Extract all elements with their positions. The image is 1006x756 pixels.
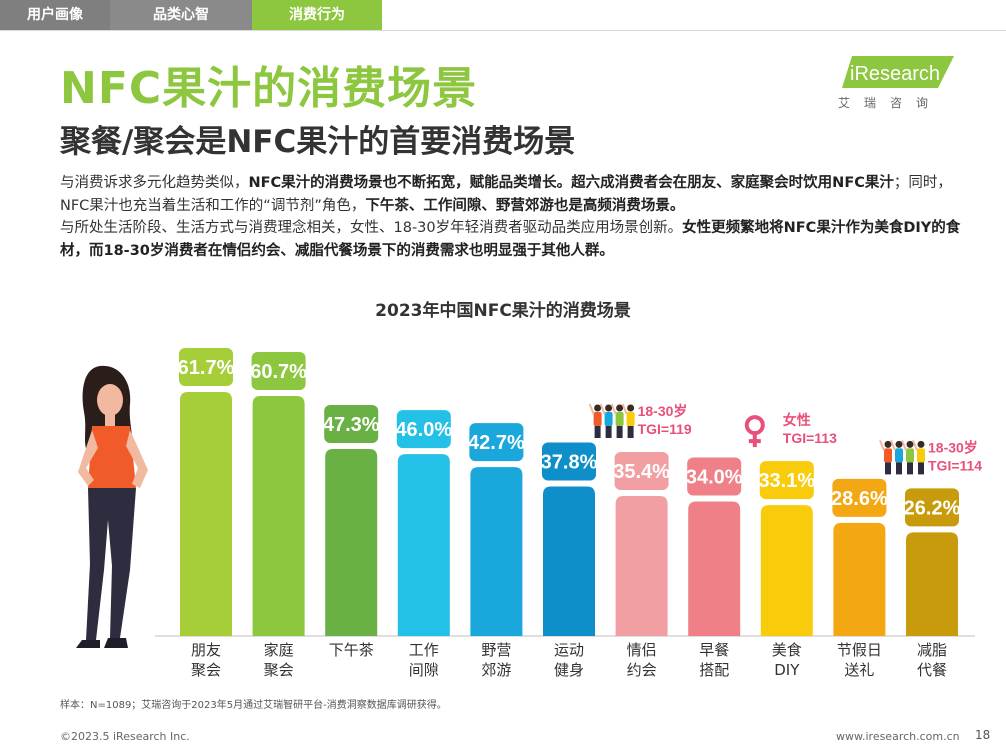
logo-subtext: 艾瑞咨询 [838, 96, 943, 110]
section-tabs: 用户画像 品类心智 消费行为 [0, 0, 382, 30]
copyright: ©2023.5 iResearch Inc. [60, 730, 190, 743]
bar [906, 532, 958, 636]
page-subtitle: 聚餐/聚会是NFC果汁的首要消费场景 [60, 124, 576, 160]
page-number: 18 [975, 728, 991, 742]
body-segment: 与消费诉求多元化趋势类似， [60, 175, 249, 191]
category-label: 情侣 [627, 641, 657, 659]
tab-user-profile[interactable]: 用户画像 [0, 0, 110, 30]
category-label: 家庭 [264, 641, 294, 659]
category-label: 郊游 [481, 661, 511, 679]
category-label: 朋友 [191, 641, 221, 659]
value-label: 47.3% [323, 414, 380, 436]
category-label: 间隙 [409, 661, 439, 679]
bar [543, 486, 595, 636]
group-icon [588, 403, 635, 439]
category-label: 美食 [772, 641, 802, 659]
category-label: 下午茶 [329, 641, 374, 659]
bar [252, 395, 305, 636]
annotation-text: TGI=119 [638, 421, 692, 437]
logo-brand-text: iResearch [850, 63, 940, 85]
category-label: 健身 [554, 661, 584, 679]
value-label-box [759, 461, 814, 500]
logo-mark-icon: iResearch [842, 56, 954, 88]
tab-divider [0, 30, 1006, 31]
bar [470, 467, 523, 636]
value-label-box [614, 452, 669, 491]
group-icon [879, 440, 925, 475]
annotation-text: TGI=114 [928, 457, 982, 473]
category-label: 减脂 [917, 641, 947, 659]
bar [325, 448, 378, 636]
value-label-box [542, 442, 596, 481]
annotation-text: 女性 [783, 412, 811, 428]
body-segment: 女性更频繁地将NFC果汁作为美食DIY的食材，而18-30岁消费者在情侣约会、减… [60, 220, 961, 259]
chart-title: 2023年中国NFC果汁的消费场景 [375, 301, 631, 321]
category-label: 早餐 [699, 641, 729, 659]
iresearch-logo: iResearch 艾瑞咨询 [832, 50, 962, 110]
page-title: NFC果汁的消费场景 [60, 63, 478, 114]
value-label: 33.1% [758, 470, 815, 492]
value-label: 37.8% [541, 452, 598, 474]
category-label: DIY [774, 661, 800, 679]
annotation-text: TGI=113 [783, 430, 837, 446]
bar [397, 454, 450, 636]
category-label: 聚会 [191, 661, 221, 679]
female-symbol-icon [744, 415, 765, 448]
website: www.iresearch.com.cn [836, 730, 960, 743]
category-label: 工作 [409, 641, 439, 659]
category-label: 运动 [554, 641, 584, 659]
category-label: 野营 [481, 641, 511, 659]
body-segment: NFC果汁的消费场景也不断拓宽，赋能品类增长。超六成消费者会在朋友、家庭聚会时饮… [248, 175, 894, 191]
value-label: 26.2% [904, 497, 961, 519]
tab-consumer-behavior[interactable]: 消费行为 [252, 0, 382, 30]
value-label: 61.7% [178, 357, 235, 379]
footnote: 样本：N=1089；艾瑞咨询于2023年5月通过艾瑞智研平台-消费洞察数据库调研… [60, 700, 447, 711]
bar [688, 501, 741, 636]
bar [833, 522, 886, 636]
body-segment: 下午茶、工作间隙、野营郊游也是高频消费场景。 [365, 197, 685, 214]
value-label-box [324, 404, 379, 443]
body-segment: ；同时，NFC果汁也充当着生活和工作的“调节剂”角色， [60, 175, 952, 214]
value-label-box [179, 348, 233, 386]
value-label-box [832, 478, 887, 517]
category-label: 代餐 [917, 661, 947, 679]
tab-category-mindset[interactable]: 品类心智 [110, 0, 252, 30]
bar [760, 505, 813, 636]
value-label: 28.6% [831, 488, 888, 510]
value-label: 60.7% [250, 361, 307, 383]
category-label: 送礼 [844, 661, 874, 679]
value-label: 42.7% [468, 432, 525, 454]
value-label: 46.0% [395, 419, 452, 441]
woman-illustration-icon [76, 365, 148, 648]
value-label-box [469, 423, 524, 462]
category-label: 聚会 [264, 661, 294, 679]
value-label-box [396, 410, 451, 449]
bar [615, 496, 668, 636]
category-label: 节假日 [837, 641, 882, 659]
value-label: 34.0% [686, 467, 743, 489]
annotation-text: 18-30岁 [638, 403, 688, 419]
category-label: 搭配 [699, 661, 729, 679]
category-label: 约会 [627, 661, 657, 679]
annotation-text: 18-30岁 [928, 439, 978, 455]
value-label-box [687, 457, 742, 496]
value-label: 35.4% [613, 461, 670, 483]
value-label-box [251, 351, 306, 390]
value-label-box [905, 488, 959, 527]
bar [180, 392, 232, 636]
body-paragraph: 与消费诉求多元化趋势类似，NFC果汁的消费场景也不断拓宽，赋能品类增长。超六成消… [60, 172, 980, 262]
body-segment: 与所处生活阶段、生活方式与消费理念相关，女性、18-30岁年轻消费者驱动品类应用… [60, 220, 683, 236]
